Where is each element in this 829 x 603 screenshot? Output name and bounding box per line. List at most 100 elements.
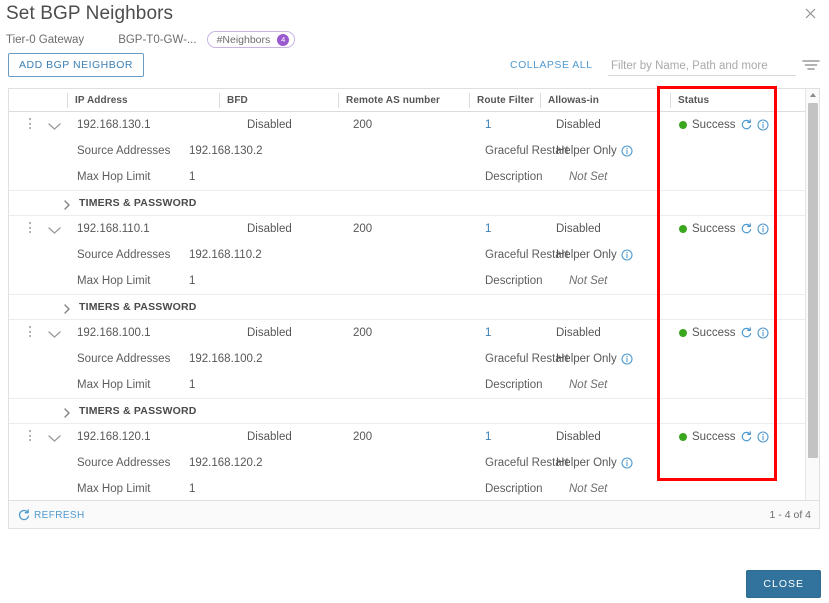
neighbor-summary-row[interactable]: 192.168.100.1 Disabled 200 1 Disabled Su… [9,320,819,346]
status-dot-icon [679,329,687,337]
cell-ip-address: 192.168.110.1 [77,223,150,235]
status-badge: Success [679,112,770,138]
cell-remote-as: 200 [353,223,373,235]
column-header-remote-as[interactable]: Remote AS number [338,89,469,112]
status-dot-icon [679,433,687,441]
detail-label-graceful-restart: Graceful Restart [485,249,569,261]
cell-route-filter[interactable]: 1 [485,431,492,443]
timers-password-label: TIMERS & PASSWORD [79,197,197,209]
chevron-down-icon[interactable] [46,431,63,443]
table-footer: REFRESH 1 - 4 of 4 [9,500,819,528]
row-actions-menu-icon[interactable] [23,222,37,237]
detail-value-max-hop-limit: 1 [189,171,196,183]
cell-allowas-in: Disabled [556,431,601,443]
cell-route-filter[interactable]: 1 [485,223,492,235]
detail-value-graceful-restart: Helper Only [556,145,617,157]
neighbor-summary-row[interactable]: 192.168.110.1 Disabled 200 1 Disabled Su… [9,216,819,242]
timers-password-label: TIMERS & PASSWORD [79,405,197,417]
info-icon[interactable] [757,431,770,443]
column-header-allowas-in[interactable]: Allowas-in [540,89,658,112]
detail-value-source-addresses: 192.168.120.2 [189,457,263,469]
detail-value-max-hop-limit: 1 [189,275,196,287]
neighbor-summary-row[interactable]: 192.168.130.1 Disabled 200 1 Disabled Su… [9,112,819,138]
refresh-status-icon[interactable] [740,119,752,131]
status-label: Success [692,119,736,131]
add-bgp-neighbor-button[interactable]: ADD BGP NEIGHBOR [8,53,144,77]
chevron-down-icon[interactable] [46,119,63,131]
gateway-name: BGP-T0-GW-... [118,33,197,46]
cell-allowas-in: Disabled [556,223,601,235]
cell-route-filter[interactable]: 1 [485,327,492,339]
detail-label-source-addresses: Source Addresses [77,353,171,365]
table-row: 192.168.100.1 Disabled 200 1 Disabled Su… [9,320,819,424]
chevron-right-icon[interactable] [61,406,73,418]
detail-label-source-addresses: Source Addresses [77,145,171,157]
bgp-neighbors-table: IP Address BFD Remote AS number Route Fi… [8,88,820,529]
detail-label-description: Description [485,275,543,287]
filter-icon[interactable] [802,58,820,72]
refresh-button[interactable]: REFRESH [17,501,85,528]
refresh-status-icon[interactable] [740,431,752,443]
row-actions-menu-icon[interactable] [23,118,37,133]
vertical-scrollbar-thumb[interactable] [808,103,818,458]
neighbor-detail-row: Max Hop Limit 1 Description Not Set [9,476,819,502]
neighbors-count: 4 [277,33,290,46]
detail-value-max-hop-limit: 1 [189,379,196,391]
table-toolbar: ADD BGP NEIGHBOR COLLAPSE ALL [0,53,829,81]
cell-ip-address: 192.168.120.1 [77,431,151,443]
column-header-ip-address[interactable]: IP Address [67,89,219,112]
column-header-status[interactable]: Status [670,89,790,112]
detail-value-description: Not Set [569,379,608,391]
vertical-scrollbar[interactable] [805,89,819,512]
detail-value-graceful-restart: Helper Only [556,457,617,469]
chevron-down-icon[interactable] [46,327,63,339]
timers-password-label: TIMERS & PASSWORD [79,301,197,313]
info-icon[interactable] [757,223,770,235]
cell-route-filter[interactable]: 1 [485,119,492,131]
column-header-bfd[interactable]: BFD [219,89,338,112]
cell-remote-as: 200 [353,327,373,339]
row-actions-menu-icon[interactable] [23,326,37,341]
refresh-status-icon[interactable] [740,223,752,235]
table-row: 192.168.120.1 Disabled 200 1 Disabled Su… [9,424,819,503]
refresh-status-icon[interactable] [740,327,752,339]
chevron-right-icon[interactable] [61,198,73,210]
detail-value-description: Not Set [569,483,608,495]
detail-value-description: Not Set [569,171,608,183]
info-icon[interactable] [757,119,770,131]
detail-value-graceful-restart: Helper Only [556,249,617,261]
neighbor-summary-row[interactable]: 192.168.120.1 Disabled 200 1 Disabled Su… [9,424,819,450]
status-badge: Success [679,424,770,450]
table-body: 192.168.130.1 Disabled 200 1 Disabled Su… [9,112,819,512]
chevron-right-icon[interactable] [61,302,73,314]
search-input[interactable] [608,58,796,76]
timers-password-section[interactable]: TIMERS & PASSWORD [9,398,819,423]
close-icon[interactable] [801,6,819,24]
status-badge: Success [679,320,770,346]
status-label: Success [692,327,736,339]
detail-label-description: Description [485,483,543,495]
detail-label-max-hop-limit: Max Hop Limit [77,275,151,287]
chevron-down-icon[interactable] [46,223,63,235]
detail-label-graceful-restart: Graceful Restart [485,353,569,365]
pagination-label: 1 - 4 of 4 [769,509,811,521]
close-button[interactable]: CLOSE [746,570,821,598]
column-header-route-filter[interactable]: Route Filter [469,89,540,112]
graceful-restart-info-icon[interactable] [621,145,633,157]
info-icon[interactable] [757,327,770,339]
cell-allowas-in: Disabled [556,327,601,339]
timers-password-section[interactable]: TIMERS & PASSWORD [9,190,819,215]
breadcrumb: Tier-0 Gateway BGP-T0-GW-... #Neighbors … [6,31,296,48]
detail-value-max-hop-limit: 1 [189,483,196,495]
graceful-restart-info-icon[interactable] [621,249,633,261]
row-actions-menu-icon[interactable] [23,430,37,445]
graceful-restart-info-icon[interactable] [621,353,633,365]
gateway-type-label: Tier-0 Gateway [6,33,85,46]
timers-password-section[interactable]: TIMERS & PASSWORD [9,294,819,319]
collapse-all-button[interactable]: COLLAPSE ALL [510,59,593,71]
cell-ip-address: 192.168.100.1 [77,327,151,339]
detail-label-max-hop-limit: Max Hop Limit [77,171,151,183]
cell-bfd: Disabled [247,119,292,131]
graceful-restart-info-icon[interactable] [621,457,633,469]
scroll-up-icon[interactable] [806,89,819,101]
